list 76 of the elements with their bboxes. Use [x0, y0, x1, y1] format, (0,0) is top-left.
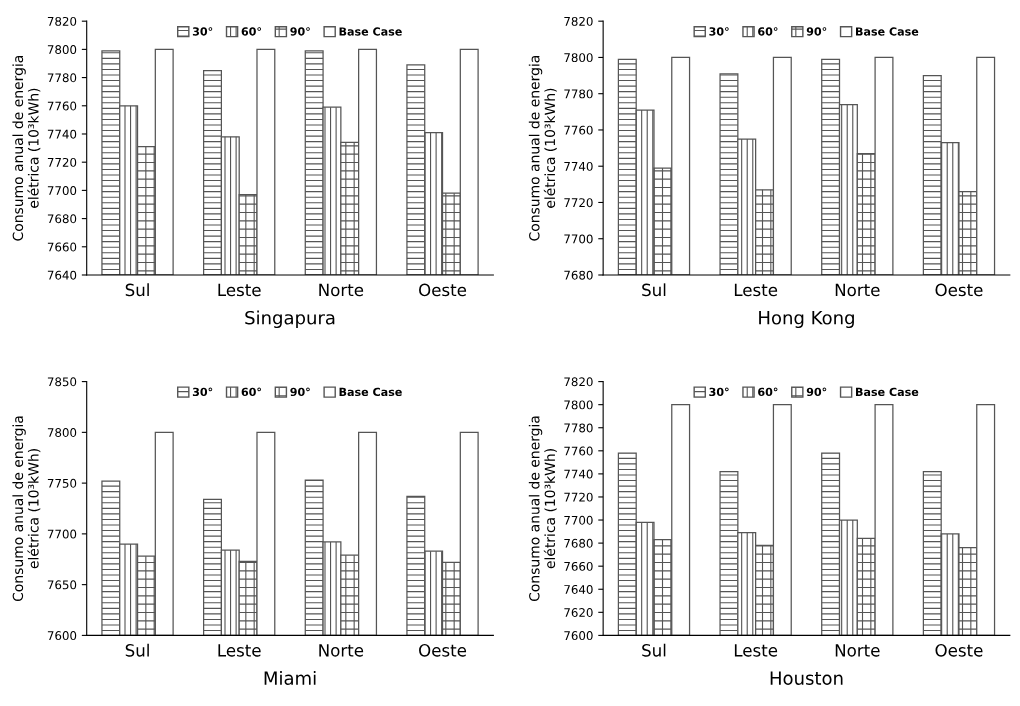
y-tick-label: 7720	[47, 157, 77, 167]
x-tick-label: Norte	[319, 283, 364, 297]
y-tick-label: 7600	[564, 631, 593, 641]
y-tick-label: 7640	[47, 270, 77, 280]
x-tick-label: Oeste	[419, 283, 467, 297]
y-tick-label: 7740	[47, 129, 77, 139]
x-tick-label: Norte	[835, 283, 880, 297]
y-axis-title: Consumo anual de energia elétrica (10³kWh)	[528, 416, 557, 602]
x-tick-label: Leste	[734, 644, 778, 657]
y-tick-label: 7660	[47, 242, 77, 252]
y-tick-label: 7760	[564, 125, 593, 135]
x-tick-label: Oeste	[935, 644, 983, 657]
y-tick-label: 7820	[47, 16, 77, 26]
legend-label: Base Case	[339, 387, 402, 397]
x-tick-label: Oeste	[419, 644, 467, 657]
x-axis-title: Hong Kong	[759, 311, 854, 329]
y-tick-label: 7720	[564, 492, 593, 502]
legend-label: Base Case	[339, 27, 402, 36]
y-tick-label: 7820	[564, 16, 593, 26]
x-tick-label: Sul	[125, 283, 149, 297]
x-tick-label: Oeste	[935, 283, 983, 297]
y-tick-label: 7800	[47, 428, 77, 438]
legend-label: 60°	[241, 387, 261, 397]
legend-label: 90°	[290, 387, 310, 397]
y-tick-label: 7780	[564, 423, 593, 433]
y-tick-label: 7650	[47, 580, 77, 590]
y-tick-label: 7720	[564, 198, 593, 208]
y-tick-label: 7800	[47, 45, 77, 55]
legend-label: 90°	[806, 27, 827, 36]
y-tick-label: 7780	[564, 89, 593, 99]
x-tick-label: Sul	[125, 643, 149, 657]
y-tick-label: 7760	[47, 101, 77, 111]
y-tick-label: 7700	[47, 529, 77, 539]
x-tick-label: Leste	[218, 644, 261, 657]
x-tick-label: Leste	[734, 283, 778, 297]
legend-label: 60°	[758, 387, 778, 397]
legend-label: 90°	[290, 27, 310, 36]
y-tick-label: 7740	[564, 161, 593, 171]
legend-label: 60°	[758, 27, 778, 36]
legend-label: 60°	[241, 27, 261, 36]
y-tick-label: 7820	[564, 377, 593, 387]
y-tick-label: 7620	[564, 608, 593, 617]
x-axis-title: Houston	[770, 671, 843, 685]
y-tick-label: 7850	[47, 377, 77, 387]
legend-label: 90°	[806, 387, 827, 397]
y-tick-label: 7800	[564, 400, 593, 410]
x-tick-label: Sul	[642, 643, 666, 657]
y-tick-label: 7680	[47, 214, 77, 224]
y-tick-label: 7700	[47, 186, 77, 196]
x-tick-label: Norte	[835, 644, 880, 657]
legend-label: 30°	[192, 27, 213, 36]
legend-label: Base Case	[856, 387, 919, 397]
x-axis-title: Singapura	[245, 310, 335, 329]
legend-label: 30°	[709, 27, 729, 36]
legend-label: 30°	[192, 387, 213, 397]
y-tick-label: 7700	[564, 515, 593, 525]
y-tick-label: 7600	[47, 631, 77, 641]
x-axis-title: Miami	[264, 670, 316, 685]
y-tick-label: 7700	[564, 234, 593, 244]
x-tick-label: Norte	[319, 644, 364, 657]
y-tick-label: 7760	[564, 446, 593, 456]
y-axis-title: Consumo anual de energia elétrica (10³kWh)	[12, 56, 41, 241]
y-tick-label: 7780	[47, 73, 77, 83]
y-tick-label: 7680	[564, 538, 593, 548]
y-tick-label: 7660	[564, 561, 593, 571]
x-tick-label: Leste	[218, 283, 261, 297]
legend-label: Base Case	[856, 27, 919, 36]
x-tick-label: Sul	[642, 283, 666, 297]
y-tick-label: 7640	[564, 584, 593, 594]
legend-label: 30°	[709, 387, 729, 397]
y-tick-label: 7750	[47, 478, 77, 488]
y-tick-label: 7680	[564, 270, 593, 280]
y-tick-label: 7740	[564, 469, 593, 479]
y-axis-title: Consumo anual de energia elétrica (10³kWh)	[528, 56, 557, 241]
y-axis-title: Consumo anual de energia elétrica (10³kWh)	[12, 416, 41, 602]
y-tick-label: 7800	[564, 53, 593, 63]
